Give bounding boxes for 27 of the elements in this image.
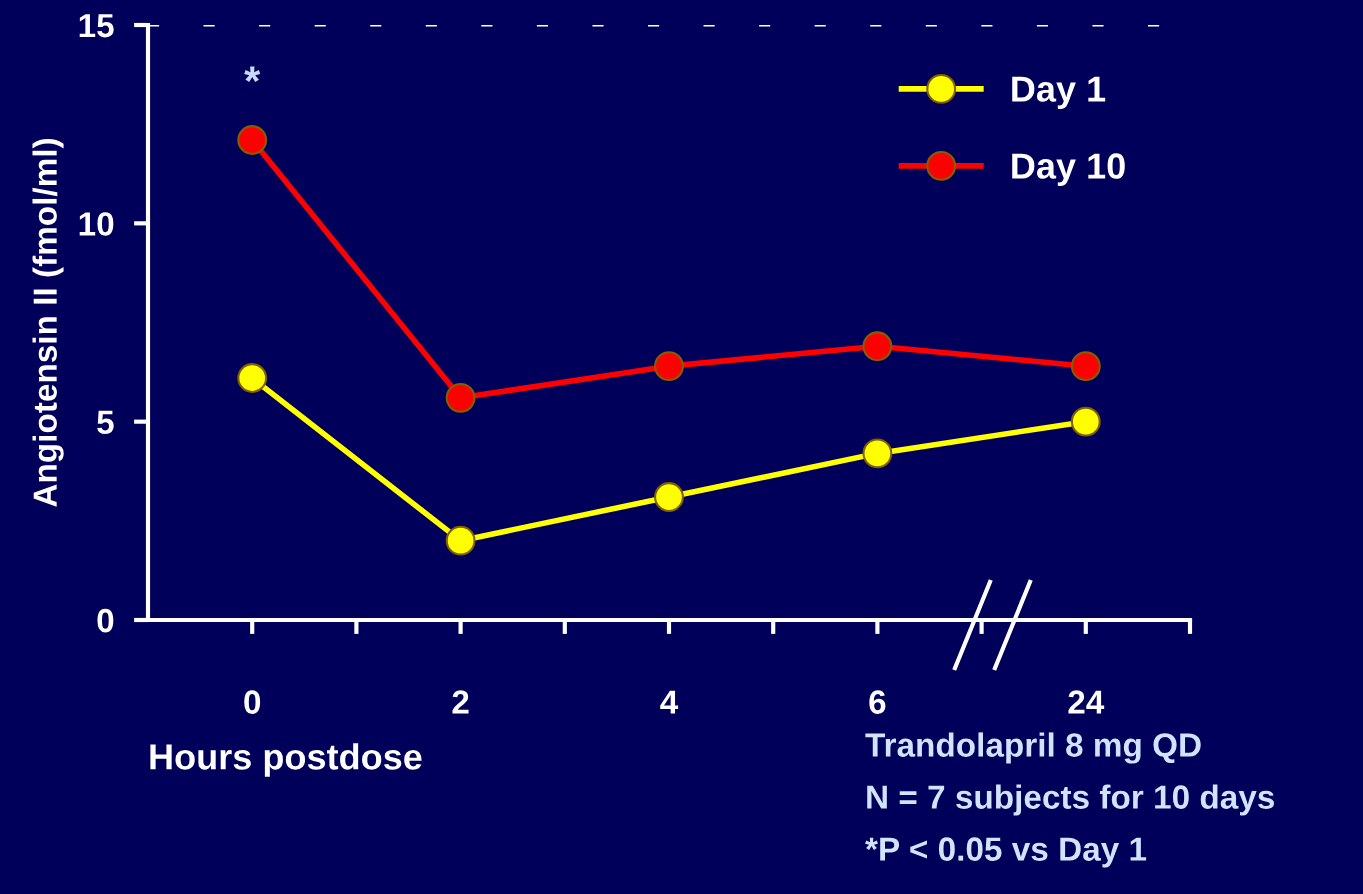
x-tick-label: 6	[869, 690, 886, 714]
text: *P < 0.05 vs Day 1	[865, 837, 1147, 868]
point	[862, 331, 893, 362]
point	[445, 525, 476, 556]
point	[445, 382, 476, 413]
y-axis-title: Angiotensin II (fmol/ml)	[32, 138, 64, 507]
point	[654, 482, 684, 512]
x-tick-label: 24	[1068, 690, 1105, 714]
x-tick-label: 4	[660, 690, 679, 714]
point	[237, 125, 268, 155]
point	[1070, 406, 1101, 437]
point	[654, 351, 684, 382]
x-axis-title: Hours postdose	[150, 743, 422, 777]
x-tick-label: 0	[244, 690, 261, 714]
text: Trandolapril 8 mg QD	[865, 732, 1201, 764]
point	[237, 363, 268, 393]
y-tick-label: 10	[79, 212, 114, 236]
point	[862, 438, 893, 469]
y-tick-label: 0	[97, 608, 114, 633]
point	[1070, 351, 1101, 382]
text: N = 7 subjects for 10 days	[867, 784, 1274, 816]
x-tick-label: 2	[452, 690, 469, 714]
legend-label: Day 1	[1012, 76, 1106, 110]
legend-label: Day 10	[1012, 153, 1125, 187]
y-tick-label: 15	[79, 14, 114, 38]
y-tick-label: 5	[97, 410, 114, 435]
annotation: *	[244, 66, 261, 83]
